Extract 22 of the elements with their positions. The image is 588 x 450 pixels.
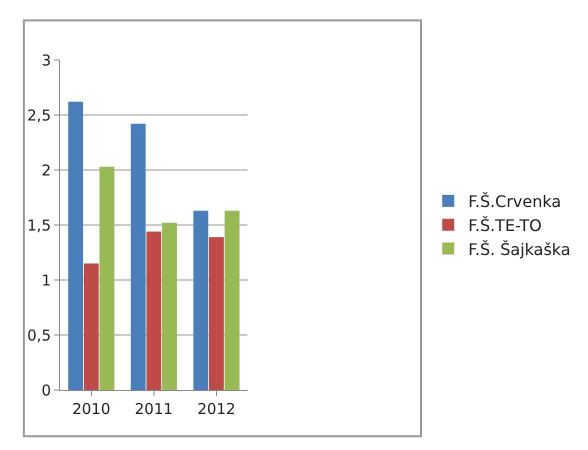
y-tick-label: 0,5 (27, 326, 51, 344)
y-tick-label: 3 (41, 51, 51, 70)
y-tick-label: 1,5 (27, 216, 51, 234)
y-tick-label: 1 (41, 271, 51, 290)
y-tick-label: 2 (41, 161, 51, 180)
x-tick-label: 2010 (72, 400, 110, 418)
bar (130, 124, 146, 390)
legend-label: F.Š. Šajkaška (468, 240, 571, 259)
bar (146, 232, 162, 390)
x-tick-label: 2011 (134, 400, 173, 418)
y-tick-label: 0 (41, 381, 51, 400)
x-tick-label: 2012 (197, 400, 236, 418)
bar (162, 222, 177, 390)
bar (68, 102, 84, 390)
legend-label: F.Š.TE-TO (468, 216, 542, 235)
bar (193, 210, 208, 390)
bar (209, 237, 224, 390)
legend-label: F.Š.Crvenka (468, 192, 562, 212)
bar (224, 210, 240, 390)
y-tick-label: 2,5 (27, 106, 51, 124)
bar (100, 166, 114, 390)
bar (84, 264, 99, 390)
